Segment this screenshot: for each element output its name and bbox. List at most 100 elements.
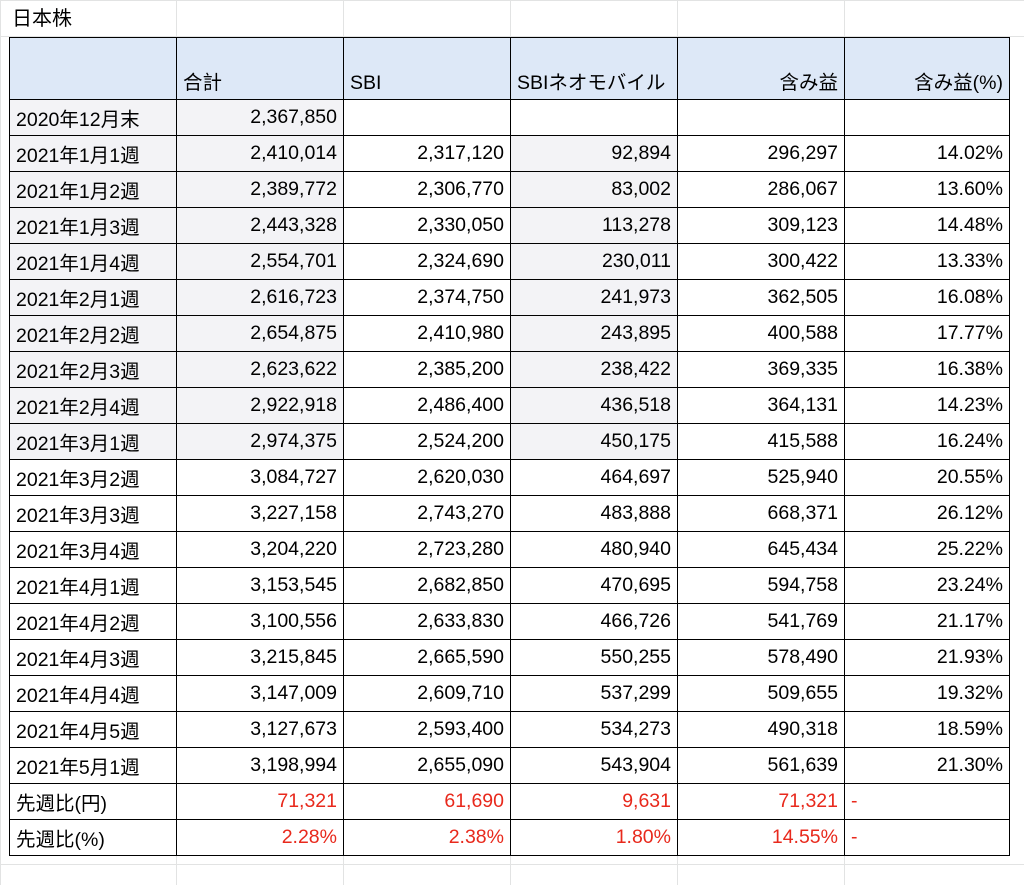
sbi-cell[interactable]: 2,655,090 (343, 747, 511, 784)
gain-pct-cell[interactable]: 13.60% (844, 171, 1010, 208)
header-gain[interactable]: 含み益 (677, 37, 845, 100)
total-cell[interactable]: 2,623,622 (176, 351, 344, 388)
gain-cell[interactable]: 541,769 (677, 603, 845, 640)
row-label-cell[interactable]: 2020年12月末 (9, 99, 177, 136)
sbi-cell[interactable]: 2,633,830 (343, 603, 511, 640)
gain-pct-cell[interactable]: 16.08% (844, 279, 1010, 316)
summary-total-cell[interactable]: 71,321 (176, 783, 344, 820)
summary-neomobile-cell[interactable]: 1.80% (510, 819, 678, 856)
row-label-cell[interactable]: 2021年3月4週 (9, 531, 177, 568)
gain-pct-cell[interactable]: 13.33% (844, 243, 1010, 280)
sbi-cell[interactable] (343, 99, 511, 136)
row-label-cell[interactable]: 2021年4月3週 (9, 639, 177, 676)
row-label-cell[interactable]: 2021年2月3週 (9, 351, 177, 388)
neomobile-cell[interactable]: 241,973 (510, 279, 678, 316)
total-cell[interactable]: 3,215,845 (176, 639, 344, 676)
gain-pct-cell[interactable]: 16.24% (844, 423, 1010, 460)
summary-sbi-cell[interactable]: 61,690 (343, 783, 511, 820)
sbi-cell[interactable]: 2,609,710 (343, 675, 511, 712)
row-label-cell[interactable]: 2021年4月5週 (9, 711, 177, 748)
row-label-cell[interactable]: 2021年4月2週 (9, 603, 177, 640)
sbi-cell[interactable]: 2,665,590 (343, 639, 511, 676)
row-label-cell[interactable]: 2021年1月4週 (9, 243, 177, 280)
sbi-cell[interactable]: 2,682,850 (343, 567, 511, 604)
total-cell[interactable]: 2,367,850 (176, 99, 344, 136)
neomobile-cell[interactable]: 230,011 (510, 243, 678, 280)
total-cell[interactable]: 3,227,158 (176, 495, 344, 532)
neomobile-cell[interactable]: 537,299 (510, 675, 678, 712)
gain-pct-cell[interactable]: 25.22% (844, 531, 1010, 568)
summary-total-cell[interactable]: 2.28% (176, 819, 344, 856)
gain-pct-cell[interactable]: 26.12% (844, 495, 1010, 532)
total-cell[interactable]: 2,389,772 (176, 171, 344, 208)
neomobile-cell[interactable]: 470,695 (510, 567, 678, 604)
header-gain-pct[interactable]: 含み益(%) (844, 37, 1010, 100)
neomobile-cell[interactable]: 550,255 (510, 639, 678, 676)
gain-pct-cell[interactable] (844, 99, 1010, 136)
total-cell[interactable]: 3,198,994 (176, 747, 344, 784)
neomobile-cell[interactable]: 83,002 (510, 171, 678, 208)
total-cell[interactable]: 3,100,556 (176, 603, 344, 640)
neomobile-cell[interactable]: 480,940 (510, 531, 678, 568)
neomobile-cell[interactable]: 238,422 (510, 351, 678, 388)
gain-pct-cell[interactable]: 17.77% (844, 315, 1010, 352)
row-label-cell[interactable]: 2021年4月1週 (9, 567, 177, 604)
row-label-cell[interactable]: 2021年3月2週 (9, 459, 177, 496)
total-cell[interactable]: 2,654,875 (176, 315, 344, 352)
total-cell[interactable]: 3,204,220 (176, 531, 344, 568)
header-neomobile[interactable]: SBIネオモバイル (510, 37, 678, 100)
sbi-cell[interactable]: 2,306,770 (343, 171, 511, 208)
sbi-cell[interactable]: 2,723,280 (343, 531, 511, 568)
gain-cell[interactable]: 525,940 (677, 459, 845, 496)
gain-cell[interactable]: 369,335 (677, 351, 845, 388)
neomobile-cell[interactable]: 436,518 (510, 387, 678, 424)
sbi-cell[interactable]: 2,743,270 (343, 495, 511, 532)
summary-sbi-cell[interactable]: 2.38% (343, 819, 511, 856)
gain-pct-cell[interactable]: 14.48% (844, 207, 1010, 244)
summary-gain-pct-cell[interactable]: - (844, 783, 1010, 820)
gain-pct-cell[interactable]: 14.02% (844, 135, 1010, 172)
sbi-cell[interactable]: 2,374,750 (343, 279, 511, 316)
neomobile-cell[interactable]: 464,697 (510, 459, 678, 496)
row-label-cell[interactable]: 2021年1月1週 (9, 135, 177, 172)
gain-pct-cell[interactable]: 21.93% (844, 639, 1010, 676)
total-cell[interactable]: 2,554,701 (176, 243, 344, 280)
sbi-cell[interactable]: 2,620,030 (343, 459, 511, 496)
total-cell[interactable]: 3,084,727 (176, 459, 344, 496)
neomobile-cell[interactable]: 243,895 (510, 315, 678, 352)
summary-gain-pct-cell[interactable]: - (844, 819, 1010, 856)
sbi-cell[interactable]: 2,385,200 (343, 351, 511, 388)
summary-gain-cell[interactable]: 71,321 (677, 783, 845, 820)
gain-cell[interactable]: 400,588 (677, 315, 845, 352)
total-cell[interactable]: 2,410,014 (176, 135, 344, 172)
header-total[interactable]: 合計 (176, 37, 344, 100)
total-cell[interactable]: 2,922,918 (176, 387, 344, 424)
gain-cell[interactable]: 578,490 (677, 639, 845, 676)
sbi-cell[interactable]: 2,317,120 (343, 135, 511, 172)
gain-cell[interactable]: 415,588 (677, 423, 845, 460)
neomobile-cell[interactable]: 534,273 (510, 711, 678, 748)
gain-pct-cell[interactable]: 16.38% (844, 351, 1010, 388)
row-label-cell[interactable]: 2021年4月4週 (9, 675, 177, 712)
gain-pct-cell[interactable]: 18.59% (844, 711, 1010, 748)
header-sbi[interactable]: SBI (343, 37, 511, 100)
gain-cell[interactable]: 668,371 (677, 495, 845, 532)
gain-cell[interactable]: 594,758 (677, 567, 845, 604)
header-corner-cell[interactable] (9, 37, 177, 100)
neomobile-cell[interactable]: 543,904 (510, 747, 678, 784)
gain-cell[interactable]: 364,131 (677, 387, 845, 424)
summary-neomobile-cell[interactable]: 9,631 (510, 783, 678, 820)
gain-pct-cell[interactable]: 21.30% (844, 747, 1010, 784)
sbi-cell[interactable]: 2,524,200 (343, 423, 511, 460)
row-label-cell[interactable]: 2021年5月1週 (9, 747, 177, 784)
row-label-cell[interactable]: 2021年3月3週 (9, 495, 177, 532)
gain-cell[interactable]: 362,505 (677, 279, 845, 316)
neomobile-cell[interactable]: 113,278 (510, 207, 678, 244)
sbi-cell[interactable]: 2,410,980 (343, 315, 511, 352)
gain-cell[interactable]: 645,434 (677, 531, 845, 568)
gain-pct-cell[interactable]: 19.32% (844, 675, 1010, 712)
sbi-cell[interactable]: 2,486,400 (343, 387, 511, 424)
row-label-cell[interactable]: 2021年2月1週 (9, 279, 177, 316)
gain-pct-cell[interactable]: 21.17% (844, 603, 1010, 640)
sbi-cell[interactable]: 2,330,050 (343, 207, 511, 244)
